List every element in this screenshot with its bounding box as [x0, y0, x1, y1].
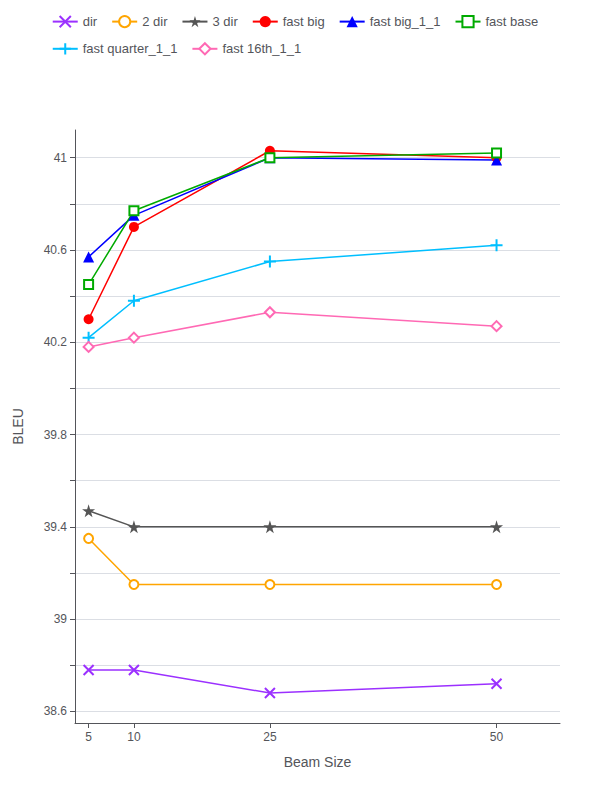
svg-text:5: 5 — [85, 730, 92, 744]
svg-text:40.6: 40.6 — [44, 243, 68, 257]
svg-text:fast big: fast big — [283, 14, 325, 29]
svg-text:fast 16th_1_1: fast 16th_1_1 — [222, 41, 301, 56]
svg-text:fast quarter_1_1: fast quarter_1_1 — [83, 41, 178, 56]
svg-text:50: 50 — [490, 730, 504, 744]
svg-text:25: 25 — [263, 730, 277, 744]
svg-text:40.2: 40.2 — [44, 335, 68, 349]
svg-text:39.8: 39.8 — [44, 428, 68, 442]
svg-text:dir: dir — [83, 14, 98, 29]
svg-text:fast big_1_1: fast big_1_1 — [370, 14, 441, 29]
svg-text:BLEU: BLEU — [10, 408, 26, 445]
svg-text:3 dir: 3 dir — [212, 14, 238, 29]
svg-text:39: 39 — [54, 612, 68, 626]
svg-text:41: 41 — [54, 151, 68, 165]
svg-text:10: 10 — [127, 730, 141, 744]
svg-text:fast base: fast base — [486, 14, 539, 29]
svg-text:39.4: 39.4 — [44, 520, 68, 534]
svg-text:Beam Size: Beam Size — [284, 754, 352, 770]
svg-text:38.6: 38.6 — [44, 704, 68, 718]
svg-text:2 dir: 2 dir — [142, 14, 168, 29]
